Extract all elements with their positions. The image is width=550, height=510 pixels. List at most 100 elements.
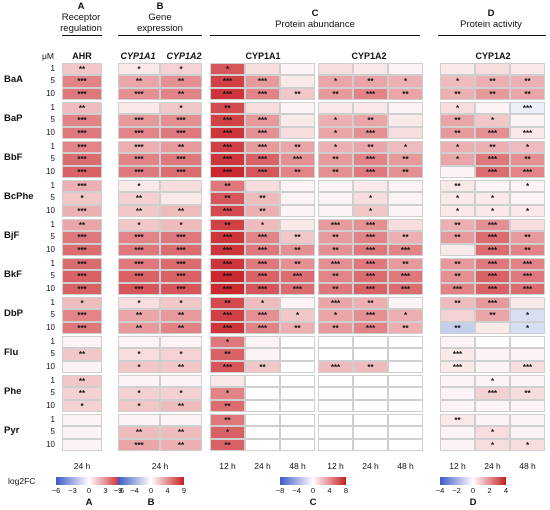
- legend-tick: 4: [165, 486, 170, 495]
- heatmap-cell-bap-d_cyp1a2_48h: ***: [510, 126, 545, 140]
- heatmap-cell-phe-d_cyp1a2_12h: [440, 375, 475, 388]
- heatmap-cell-bbf-d_cyp1a2_12h: *: [440, 141, 475, 154]
- heatmap-cell-phe-c_cyp1a2_24h: [353, 399, 388, 413]
- timepoint-c: 24 h: [362, 461, 379, 471]
- heatmap-cell-phe-c_cyp1a1_48h: [280, 399, 315, 413]
- heatmap-cell-bbf-c_cyp1a2_12h: *: [318, 141, 353, 154]
- legend-tick: 0: [310, 486, 316, 495]
- heatmap-cell-pyr-b_cyp1a1: [118, 414, 160, 427]
- heatmap-cell-phe-c_cyp1a1_12h: **: [210, 399, 245, 413]
- heatmap-cell-bkf-c_cyp1a1_12h: ***: [210, 270, 245, 283]
- heatmap-cell-pyr-c_cyp1a1_24h: [245, 426, 280, 439]
- heatmap-cell-bkf-c_cyp1a2_48h: ***: [388, 282, 423, 296]
- heatmap-cell-flu-d_cyp1a2_24h: [475, 348, 510, 361]
- unit-label: μM: [42, 51, 54, 61]
- heatmap-cell-baa-d_cyp1a2_24h: **: [475, 75, 510, 88]
- heatmap-cell-flu-d_cyp1a2_48h: ***: [510, 360, 545, 374]
- heatmap-cell-pyr-b_cyp1a2: **: [160, 438, 202, 452]
- heatmap-cell-bbf-d_cyp1a2_24h: **: [475, 141, 510, 154]
- heatmap-cell-pyr-d_cyp1a2_24h: [475, 414, 510, 427]
- heatmap-cell-dbp-a_ahr: ***: [62, 321, 102, 335]
- compound-label-bap: BaP: [4, 113, 23, 125]
- heatmap-cell-bjf-c_cyp1a2_48h: [388, 219, 423, 232]
- compound-label-flu: Flu: [4, 347, 19, 359]
- sublabel-cyp1a1-gene: CYP1A1: [120, 51, 156, 61]
- heatmap-cell-bbf-d_cyp1a2_48h: *: [510, 141, 545, 154]
- sublabel-cyp1a2-protein: CYP1A2: [351, 51, 387, 61]
- heatmap-cell-bap-d_cyp1a2_48h: [510, 114, 545, 127]
- heatmap-cell-flu-c_cyp1a1_24h: **: [245, 360, 280, 374]
- heatmap-cell-bap-b_cyp1a2: ***: [160, 126, 202, 140]
- heatmap-cell-baa-c_cyp1a1_24h: [245, 63, 280, 76]
- panel-a-letter: A: [77, 1, 85, 12]
- legend-tick: −2: [452, 486, 461, 495]
- timepoint-c: 12 h: [219, 461, 236, 471]
- heatmap-cell-bjf-a_ahr: ***: [62, 231, 102, 244]
- heatmap-cell-phe-a_ahr: **: [62, 387, 102, 400]
- heatmap-cell-flu-c_cyp1a1_48h: [280, 348, 315, 361]
- heatmap-cell-pyr-c_cyp1a1_12h: **: [210, 438, 245, 452]
- heatmap-cell-bbf-c_cyp1a2_24h: ***: [353, 153, 388, 166]
- panel-b-title-line2: expression: [137, 23, 183, 34]
- heatmap-cell-bkf-d_cyp1a2_24h: ***: [475, 282, 510, 296]
- heatmap-cell-pyr-c_cyp1a2_24h: [353, 426, 388, 439]
- heatmap-cell-flu-c_cyp1a2_48h: [388, 360, 423, 374]
- heatmap-cell-pyr-c_cyp1a1_48h: [280, 414, 315, 427]
- heatmap-cell-bbf-b_cyp1a2: **: [160, 141, 202, 154]
- heatmap-cell-pyr-b_cyp1a2: **: [160, 426, 202, 439]
- legend-tick: 0: [148, 486, 154, 495]
- heatmap-cell-flu-c_cyp1a1_12h: **: [210, 348, 245, 361]
- panel-c-rule: [210, 35, 420, 36]
- heatmap-cell-baa-a_ahr: ***: [62, 75, 102, 88]
- heatmap-cell-bbf-a_ahr: ***: [62, 153, 102, 166]
- heatmap-cell-bap-c_cyp1a2_24h: [353, 102, 388, 115]
- heatmap-cell-bbf-c_cyp1a1_24h: ***: [245, 141, 280, 154]
- concentration-label: 5: [50, 310, 55, 320]
- heatmap-cell-phe-d_cyp1a2_24h: [475, 399, 510, 413]
- heatmap-cell-flu-d_cyp1a2_12h: [440, 336, 475, 349]
- legend-tick: −4: [130, 486, 139, 495]
- heatmap-cell-baa-c_cyp1a2_12h: **: [318, 87, 353, 101]
- concentration-label: 10: [46, 439, 55, 449]
- heatmap-cell-pyr-d_cyp1a2_12h: [440, 438, 475, 452]
- heatmap-cell-bbf-c_cyp1a1_48h: **: [280, 165, 315, 179]
- heatmap-cell-baa-c_cyp1a2_12h: *: [318, 75, 353, 88]
- heatmap-cell-bkf-c_cyp1a2_24h: ***: [353, 270, 388, 283]
- heatmap-cell-bcphe-c_cyp1a1_12h: **: [210, 192, 245, 205]
- sublabel-ahr: AHR: [72, 51, 92, 61]
- heatmap-cell-bjf-d_cyp1a2_48h: **: [510, 243, 545, 257]
- heatmap-cell-baa-c_cyp1a1_12h: ***: [210, 87, 245, 101]
- heatmap-cell-bap-d_cyp1a2_12h: *: [440, 102, 475, 115]
- heatmap-cell-bbf-c_cyp1a1_12h: ***: [210, 165, 245, 179]
- concentration-label: 10: [46, 361, 55, 371]
- heatmap-cell-baa-a_ahr: ***: [62, 87, 102, 101]
- heatmap-cell-bbf-d_cyp1a2_12h: *: [440, 153, 475, 166]
- heatmap-cell-bbf-d_cyp1a2_48h: **: [510, 153, 545, 166]
- heatmap-cell-bbf-a_ahr: ***: [62, 165, 102, 179]
- heatmap-cell-bcphe-d_cyp1a2_24h: [475, 180, 510, 193]
- heatmap-cell-bcphe-a_ahr: ***: [62, 204, 102, 218]
- heatmap-cell-bkf-a_ahr: ***: [62, 270, 102, 283]
- heatmap-cell-bap-c_cyp1a2_48h: [388, 114, 423, 127]
- timepoint-a: 24 h: [73, 461, 91, 471]
- panel-c-title: Protein abundance: [275, 19, 355, 30]
- heatmap-cell-phe-d_cyp1a2_12h: [440, 387, 475, 400]
- heatmap-cell-bap-b_cyp1a2: *: [160, 102, 202, 115]
- concentration-label: 1: [50, 64, 55, 73]
- heatmap-cell-phe-b_cyp1a1: [118, 375, 160, 388]
- concentration-label: 5: [50, 271, 55, 281]
- heatmap-cell-bap-c_cyp1a2_48h: [388, 126, 423, 140]
- heatmap-cell-baa-b_cyp1a1: *: [118, 63, 160, 76]
- heatmap-cell-bkf-d_cyp1a2_48h: ***: [510, 270, 545, 283]
- heatmap-cell-bcphe-c_cyp1a1_24h: **: [245, 192, 280, 205]
- heatmap-cell-bkf-b_cyp1a2: ***: [160, 258, 202, 271]
- heatmap-cell-dbp-d_cyp1a2_24h: [475, 321, 510, 335]
- heatmap-cell-bap-a_ahr: ***: [62, 114, 102, 127]
- heatmap-cell-bkf-c_cyp1a2_24h: ***: [353, 258, 388, 271]
- heatmap-cell-baa-d_cyp1a2_48h: **: [510, 75, 545, 88]
- heatmap-cell-pyr-a_ahr: [62, 414, 102, 427]
- heatmap-cell-baa-d_cyp1a2_12h: *: [440, 75, 475, 88]
- heatmap-cell-bjf-c_cyp1a2_12h: **: [318, 231, 353, 244]
- heatmap-cell-bcphe-c_cyp1a2_12h: [318, 192, 353, 205]
- heatmap-cell-bcphe-d_cyp1a2_24h: *: [475, 204, 510, 218]
